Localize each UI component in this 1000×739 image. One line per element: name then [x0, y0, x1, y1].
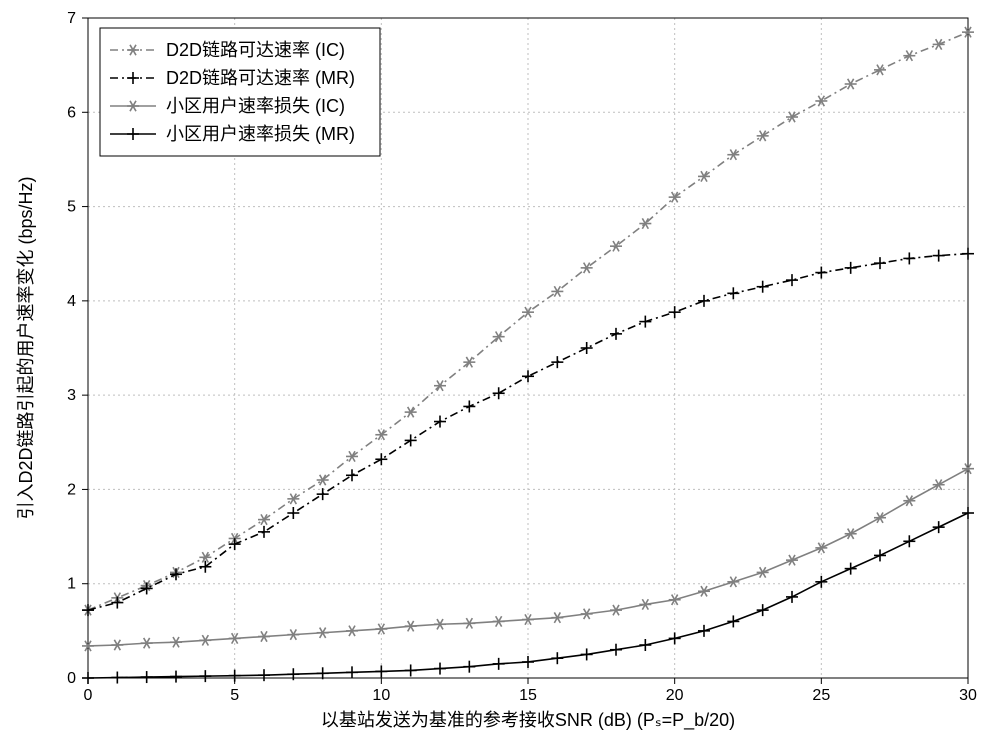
legend-label: 小区用户速率损失 (MR) [166, 124, 355, 144]
svg-text:0: 0 [67, 670, 76, 687]
legend-label: 小区用户速率损失 (IC) [166, 96, 345, 116]
svg-text:7: 7 [67, 10, 76, 27]
chart-container: 0 5 10 15 20 25 30 0 1 2 3 4 5 6 7 以基站发送为基准的参考接收SNR (dB… [0, 0, 1000, 739]
svg-text:30: 30 [959, 687, 977, 704]
svg-text:3: 3 [67, 387, 76, 404]
svg-text:25: 25 [812, 687, 830, 704]
svg-text:5: 5 [230, 687, 239, 704]
line-chart: 0 5 10 15 20 25 30 0 1 2 3 4 5 6 7 以基站发送为基准的参考接收SNR (dB… [0, 0, 1000, 739]
svg-text:15: 15 [519, 687, 537, 704]
legend: D2D链路可达速率 (IC) D2D链路可达速率 (MR) 小区用户速率损失 (IC… [100, 28, 380, 156]
svg-text:10: 10 [372, 687, 390, 704]
legend-label: D2D链路可达速率 (MR) [166, 68, 355, 88]
svg-text:4: 4 [67, 293, 76, 310]
svg-text:20: 20 [666, 687, 684, 704]
svg-text:2: 2 [67, 481, 76, 498]
svg-text:1: 1 [67, 576, 76, 593]
svg-text:5: 5 [67, 199, 76, 216]
svg-text:0: 0 [84, 687, 93, 704]
y-axis-label: 引入D2D链路引起的用户速率变化 (bps/Hz) [16, 176, 36, 519]
svg-text:6: 6 [67, 104, 76, 121]
x-axis-label: 以基站发送为基准的参考接收SNR (dB) (Pₛ=P_b/20) [321, 710, 735, 731]
legend-label: D2D链路可达速率 (IC) [166, 40, 345, 60]
